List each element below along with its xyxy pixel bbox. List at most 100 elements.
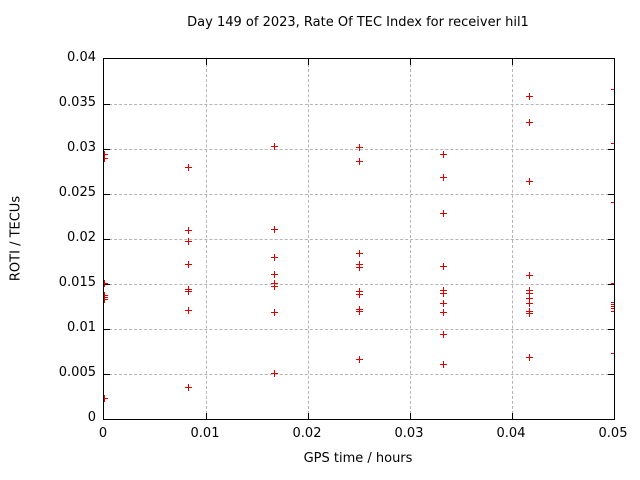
y-tick-label: 0.01 (67, 320, 96, 335)
data-point (610, 349, 614, 357)
data-point (270, 142, 278, 150)
x-tick-bottom (511, 413, 513, 419)
y-gridline (104, 193, 614, 195)
x-axis-label: GPS time / hours (303, 451, 413, 466)
data-point (355, 291, 363, 299)
y-tick-label: 0.015 (58, 275, 96, 290)
data-point (185, 260, 193, 268)
data-point (440, 309, 448, 317)
data-point (525, 118, 533, 126)
plot-area (103, 58, 615, 420)
data-point (355, 249, 363, 257)
x-tick-label: 0.05 (598, 426, 628, 441)
y-tick-right (608, 193, 614, 195)
data-point (610, 86, 614, 94)
data-point (104, 279, 108, 287)
data-point (185, 287, 193, 295)
x-gridline (409, 59, 411, 419)
data-point (104, 150, 108, 158)
data-point (440, 150, 448, 158)
data-point (270, 309, 278, 317)
data-point (270, 369, 278, 377)
y-gridline (104, 328, 614, 330)
data-point (355, 158, 363, 166)
y-tick-left (104, 373, 110, 375)
y-tick-right (608, 283, 614, 285)
data-point (525, 93, 533, 101)
y-tick-label: 0.04 (67, 50, 96, 65)
y-tick-left (104, 283, 110, 285)
y-tick-right (608, 148, 614, 150)
x-tick-top (409, 59, 411, 65)
data-point (440, 210, 448, 218)
data-point (355, 356, 363, 364)
x-tick-label: 0.01 (190, 426, 220, 441)
data-point (185, 306, 193, 314)
data-point (610, 140, 614, 148)
x-tick-label: 0.02 (292, 426, 322, 441)
y-gridline (104, 238, 614, 240)
data-point (185, 384, 193, 391)
data-point (185, 226, 193, 234)
data-point (355, 264, 363, 272)
data-point (525, 177, 533, 185)
y-tick-label: 0 (87, 410, 96, 425)
y-tick-right (608, 328, 614, 330)
y-tick-left (104, 238, 110, 240)
x-tick-bottom (205, 413, 207, 419)
x-gridline (307, 59, 309, 419)
x-tick-label: 0.04 (496, 426, 526, 441)
data-point (270, 279, 278, 287)
x-gridline (205, 59, 207, 419)
y-tick-left (104, 193, 110, 195)
y-gridline (104, 103, 614, 105)
data-point (270, 283, 278, 291)
y-tick-left (104, 103, 110, 105)
y-tick-label: 0.035 (58, 95, 96, 110)
data-point (355, 287, 363, 295)
y-tick-right (608, 238, 614, 240)
data-point (104, 394, 108, 402)
data-point (440, 262, 448, 270)
data-point (610, 279, 614, 287)
x-tick-bottom (409, 413, 411, 419)
data-point (440, 330, 448, 338)
data-point (525, 300, 533, 308)
x-tick-top (205, 59, 207, 65)
x-gridline (511, 59, 513, 419)
y-tick-right (608, 373, 614, 375)
data-point (185, 163, 193, 171)
data-point (525, 290, 533, 298)
y-tick-label: 0.02 (67, 230, 96, 245)
data-point (525, 286, 533, 294)
y-tick-left (104, 328, 110, 330)
data-point (185, 238, 193, 246)
data-point (440, 290, 448, 298)
x-tick-label: 0.03 (394, 426, 424, 441)
data-point (440, 300, 448, 308)
data-point (270, 254, 278, 262)
x-tick-top (307, 59, 309, 65)
data-point (355, 307, 363, 315)
data-point (610, 307, 614, 315)
data-point (525, 272, 533, 280)
data-point (355, 260, 363, 268)
data-point (355, 143, 363, 151)
data-point (610, 198, 614, 206)
chart-title: Day 149 of 2023, Rate Of TEC Index for r… (187, 15, 529, 30)
y-gridline (104, 373, 614, 375)
data-point (440, 360, 448, 368)
x-tick-top (511, 59, 513, 65)
data-point (270, 270, 278, 278)
data-point (104, 155, 108, 163)
y-tick-label: 0.025 (58, 185, 96, 200)
data-point (104, 295, 108, 303)
y-tick-left (104, 148, 110, 150)
data-point (440, 174, 448, 182)
data-point (525, 354, 533, 362)
data-point (525, 310, 533, 318)
y-gridline (104, 283, 614, 285)
x-tick-bottom (307, 413, 309, 419)
data-point (270, 225, 278, 233)
